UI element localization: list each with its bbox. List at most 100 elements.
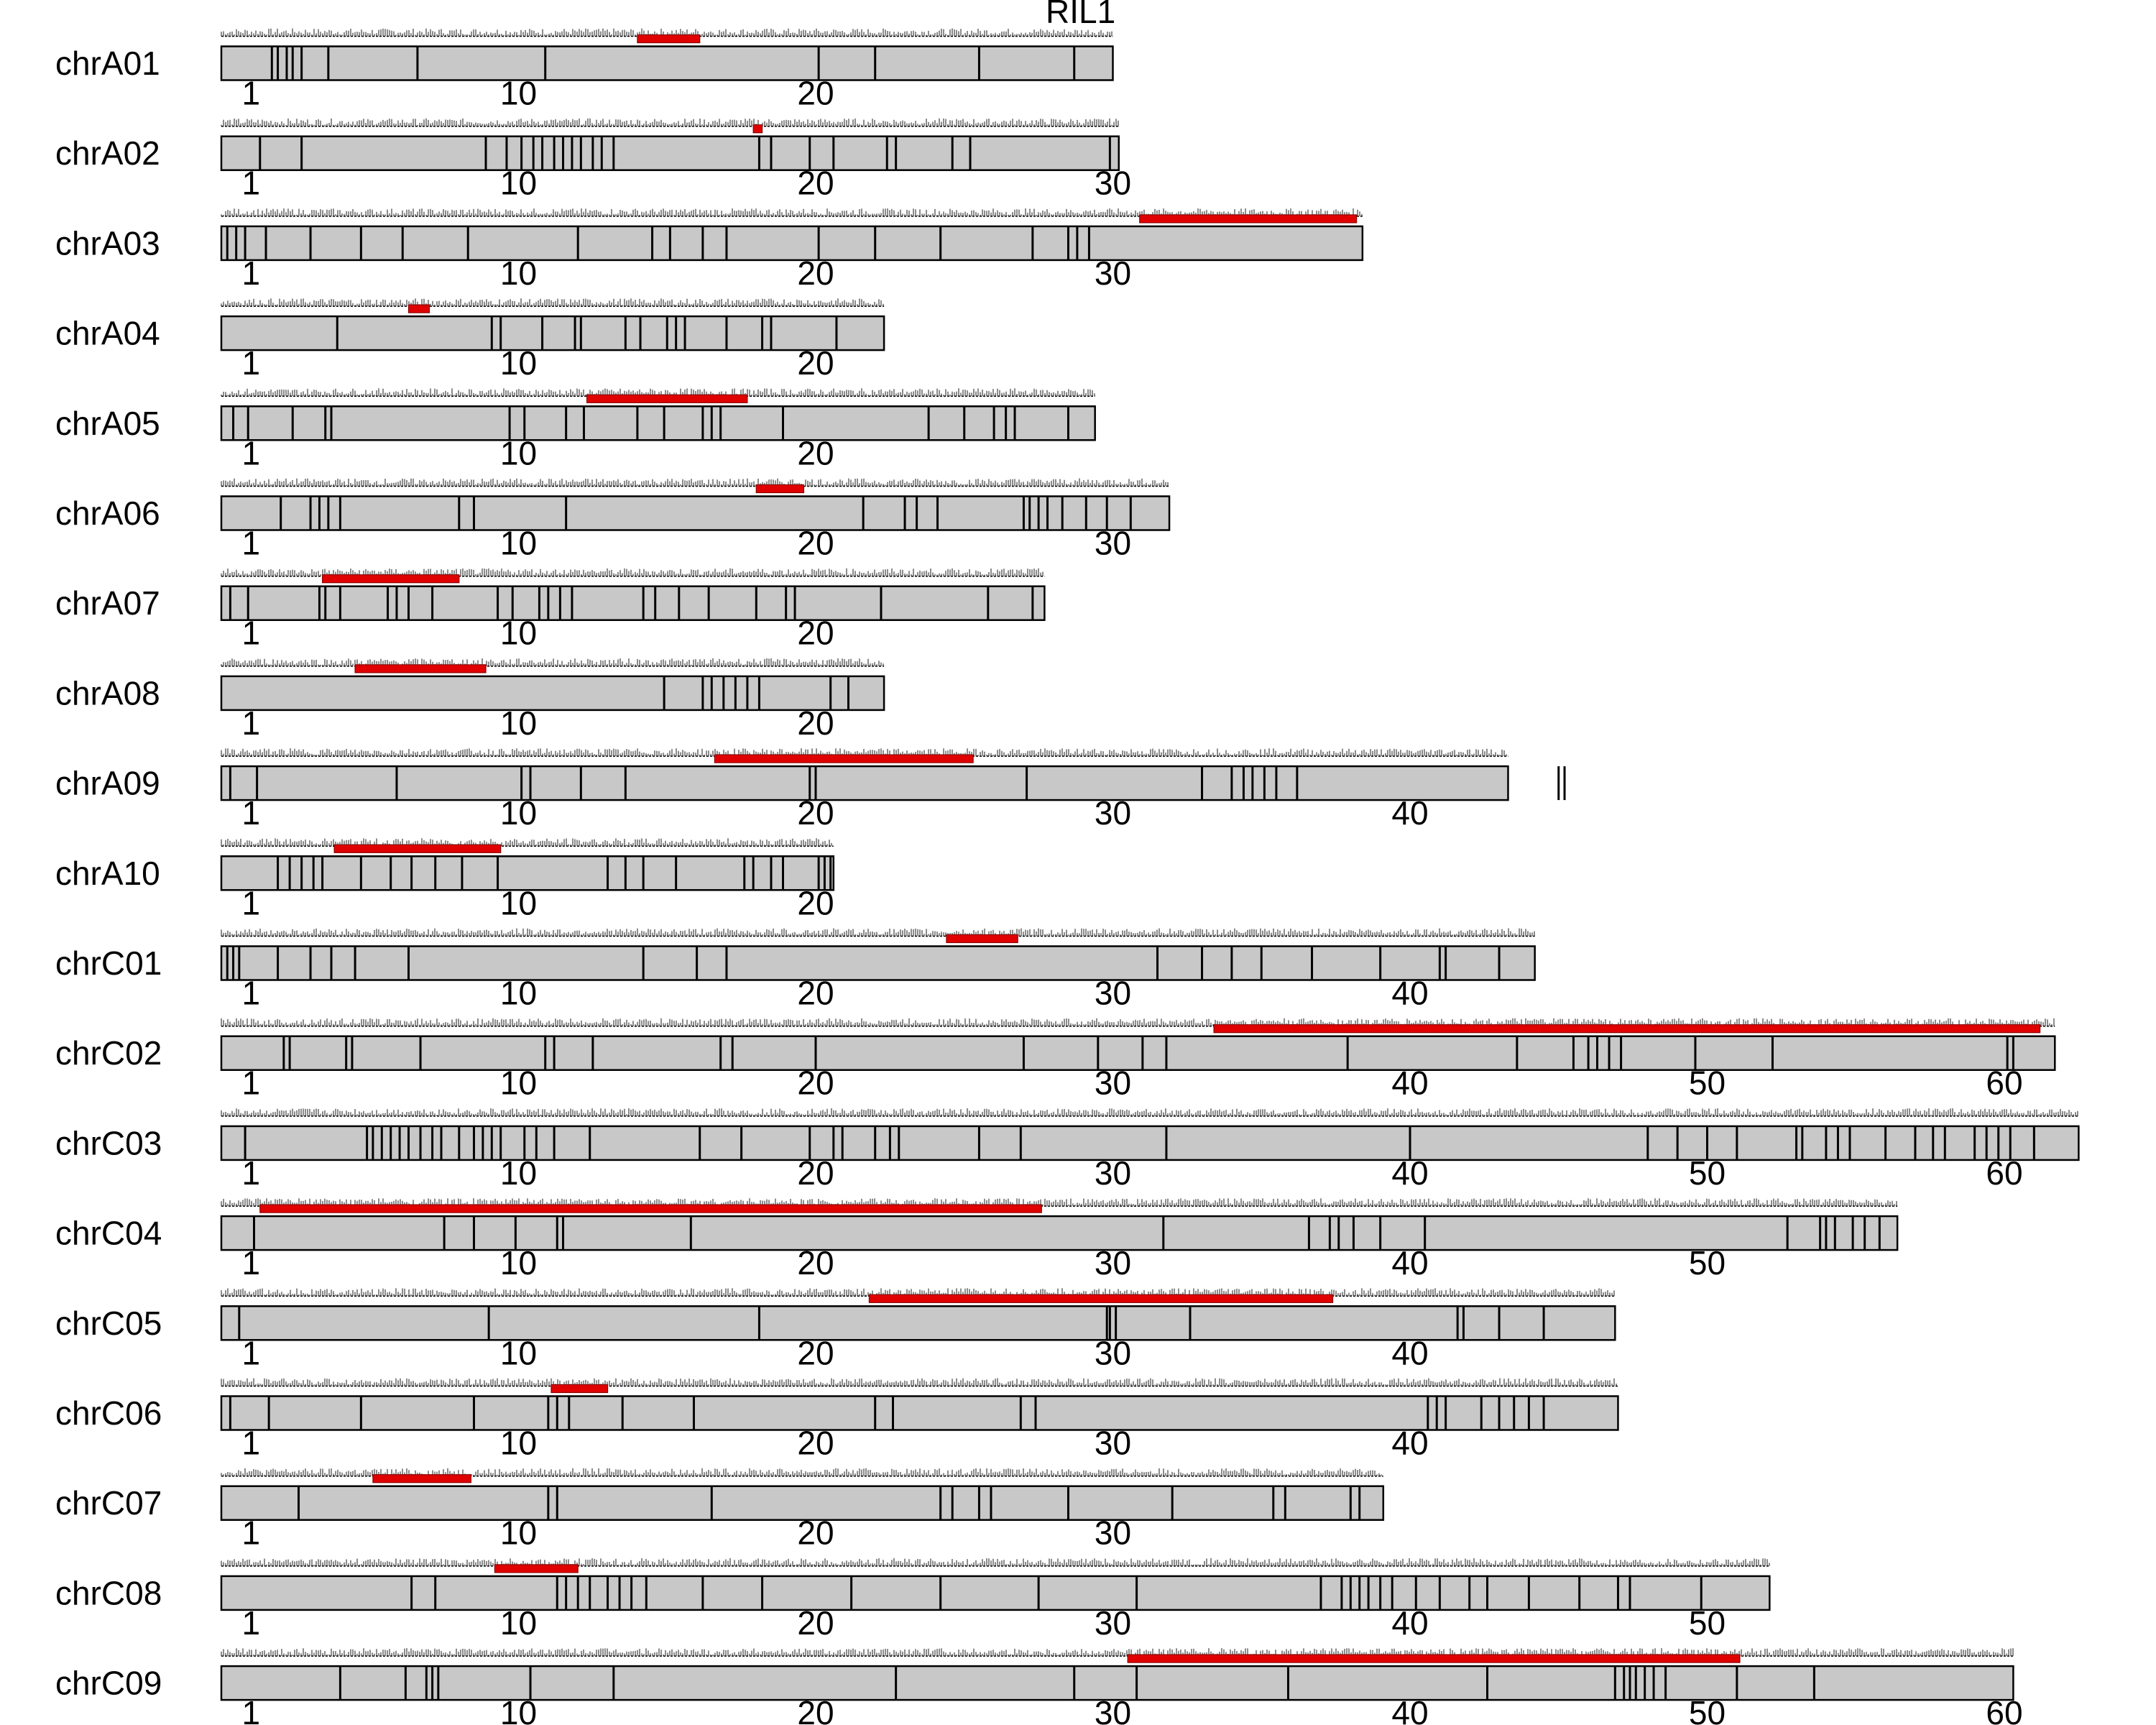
density-marks xyxy=(221,298,884,307)
chromosome-chrC07: chrC07 1 10 20 30 xyxy=(55,1468,1385,1552)
chromosome-chrA09: chrA09 1 10 20 30 40 xyxy=(55,748,1566,832)
tick-label: 20 xyxy=(797,1694,834,1725)
density-marks xyxy=(221,838,832,847)
tick-label: 20 xyxy=(797,615,834,652)
tick-label: 20 xyxy=(797,975,834,1012)
chromosome-label: chrC04 xyxy=(55,1215,162,1252)
qtl-interval xyxy=(354,664,487,673)
tick-label: 30 xyxy=(1095,1244,1131,1282)
tick-label: 20 xyxy=(797,704,834,742)
tick-label: 1 xyxy=(242,525,261,562)
density-marks xyxy=(221,1648,2014,1657)
tick-label: 10 xyxy=(500,434,537,472)
qtl-interval xyxy=(550,1384,609,1394)
tick-label: 10 xyxy=(500,75,537,112)
tick-label: 20 xyxy=(797,75,834,112)
chromosome-chrC09: chrC09 1 10 20 30 40 50 60 xyxy=(55,1648,2023,1725)
chromosome-bar xyxy=(220,1665,2014,1701)
tick-label: 1 xyxy=(242,1334,261,1371)
chromosome-label: chrA01 xyxy=(55,45,160,82)
tick-label: 1 xyxy=(242,704,261,742)
density-marks xyxy=(221,388,1095,397)
chromosome-label: chrA03 xyxy=(55,224,160,262)
chromosome-label: chrC03 xyxy=(55,1124,162,1162)
chromosome-label: chrA02 xyxy=(55,134,160,172)
tick-label: 10 xyxy=(500,1514,537,1552)
chromosome-label: chrC08 xyxy=(55,1574,162,1611)
tick-label: 60 xyxy=(1986,1694,2022,1725)
chromosome-bar xyxy=(220,585,1046,621)
tick-label: 40 xyxy=(1391,1604,1428,1642)
tick-label: 30 xyxy=(1095,1694,1131,1725)
chromosome-bar xyxy=(220,315,885,351)
tick-label: 20 xyxy=(797,1334,834,1371)
chromosome-chrC04: chrC04 1 10 20 30 40 50 xyxy=(55,1198,1899,1282)
qtl-interval xyxy=(868,1294,1334,1303)
chromosome-label: chrA06 xyxy=(55,494,160,532)
qtl-interval xyxy=(333,844,502,853)
marker-density-track xyxy=(221,928,1535,937)
chromosome-chrC05: chrC05 1 10 20 30 40 xyxy=(55,1288,1616,1371)
chromosome-chrC03: chrC03 1 10 20 30 40 50 60 xyxy=(55,1108,2080,1192)
qtl-interval xyxy=(714,754,974,763)
qtl-interval xyxy=(1139,214,1358,224)
chromosome-bar xyxy=(220,45,1114,81)
tick-label: 10 xyxy=(500,1604,537,1642)
tick-label: 30 xyxy=(1095,525,1131,562)
tick-label: 20 xyxy=(797,525,834,562)
density-marks xyxy=(221,748,1507,757)
chromosome-bar xyxy=(220,495,1171,531)
qtl-interval xyxy=(321,574,460,584)
qtl-interval xyxy=(494,1564,579,1573)
tick-label: 10 xyxy=(500,615,537,652)
chromosome-bar xyxy=(220,405,1096,441)
tick-label: 30 xyxy=(1095,1334,1131,1371)
qtl-interval xyxy=(752,124,763,134)
marker-density-track xyxy=(221,1558,1770,1567)
tick-label: 20 xyxy=(797,165,834,202)
qtl-interval xyxy=(407,304,430,313)
chromosome-label: chrC05 xyxy=(55,1305,162,1342)
qtl-interval xyxy=(259,1204,1042,1213)
chromosome-chrC01: chrC01 1 10 20 30 40 xyxy=(55,928,1536,1012)
chromosome-chrA02: chrA02 1 10 20 30 xyxy=(55,118,1131,202)
tick-label: 10 xyxy=(500,1425,537,1462)
chromosome-bar xyxy=(220,1125,2080,1162)
tick-label: 20 xyxy=(797,434,834,472)
tick-label: 10 xyxy=(500,344,537,382)
chromosome-chrC02: chrC02 1 10 20 30 40 50 60 xyxy=(55,1018,2056,1102)
chromosome-bar xyxy=(220,945,1536,981)
tick-label: 50 xyxy=(1689,1244,1726,1282)
density-marks xyxy=(221,28,1112,37)
tick-label: 30 xyxy=(1095,165,1131,202)
chromosome-bar xyxy=(220,225,1364,262)
chromosome-bar xyxy=(220,765,1509,801)
tick-label: 1 xyxy=(242,1425,261,1462)
chromosome-label: chrC09 xyxy=(55,1665,162,1702)
tick-label: 20 xyxy=(797,344,834,382)
marker-density-track xyxy=(221,298,885,307)
tick-label: 50 xyxy=(1689,1064,1726,1102)
tick-label: 1 xyxy=(242,344,261,382)
marker-density-track xyxy=(221,1108,2079,1117)
chromosome-label: chrA04 xyxy=(55,315,160,352)
tick-label: 10 xyxy=(500,525,537,562)
tick-label: 1 xyxy=(242,1604,261,1642)
density-marks xyxy=(221,928,1535,937)
chromosome-label: chrC01 xyxy=(55,944,162,982)
chromosome-chrC06: chrC06 1 10 20 30 40 xyxy=(55,1378,1619,1462)
tick-label: 10 xyxy=(500,1064,537,1102)
qtl-interval xyxy=(586,394,748,403)
tick-label: 50 xyxy=(1689,1694,1726,1725)
tick-label: 1 xyxy=(242,1244,261,1282)
tick-label: 10 xyxy=(500,1334,537,1371)
chromosome-chrA06: chrA06 1 10 20 30 xyxy=(55,478,1171,562)
chromosome-label: chrA09 xyxy=(55,765,160,802)
chromosome-chrA10: chrA10 1 10 20 xyxy=(55,838,835,921)
tick-label: 1 xyxy=(242,975,261,1012)
tick-label: 20 xyxy=(797,254,834,292)
tick-label: 1 xyxy=(242,165,261,202)
tick-label: 40 xyxy=(1391,1154,1428,1192)
chromosome-label: chrC06 xyxy=(55,1394,162,1432)
